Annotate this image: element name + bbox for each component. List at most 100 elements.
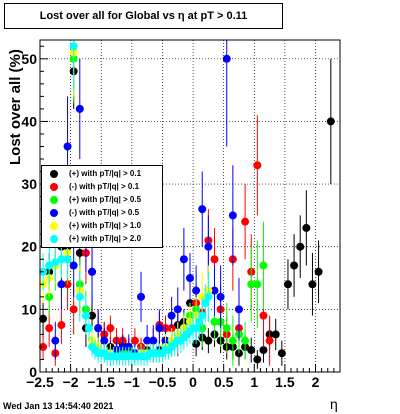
legend-marker bbox=[50, 170, 58, 178]
x-tick-label: 1 bbox=[250, 374, 258, 390]
data-point bbox=[308, 280, 317, 289]
data-point bbox=[137, 292, 146, 301]
data-point bbox=[69, 42, 78, 51]
y-tick-label: 50 bbox=[21, 51, 37, 67]
data-point bbox=[173, 305, 182, 314]
data-point bbox=[51, 258, 60, 267]
data-point bbox=[253, 161, 262, 170]
data-point bbox=[326, 117, 335, 126]
x-tick-label: −1.5 bbox=[87, 374, 115, 390]
data-point bbox=[228, 336, 237, 345]
legend-item-series-4: (-) with pT/|q| > 0.5 bbox=[42, 207, 162, 219]
data-point bbox=[210, 286, 219, 295]
data-point bbox=[143, 336, 152, 345]
x-tick-label: −2 bbox=[63, 374, 79, 390]
data-point bbox=[234, 305, 243, 314]
legend-item-series-6: (+) with pT/|q| > 2.0 bbox=[42, 233, 162, 245]
data-point bbox=[198, 311, 207, 320]
data-point bbox=[195, 317, 204, 326]
data-point bbox=[253, 280, 262, 289]
data-point bbox=[192, 286, 201, 295]
data-point bbox=[296, 242, 305, 251]
y-tick-label: 10 bbox=[21, 301, 37, 317]
legend-item-series-2: (-) with pT/|q| > 0.1 bbox=[42, 181, 162, 193]
x-tick-label: −2.5 bbox=[26, 374, 54, 390]
data-point bbox=[84, 324, 93, 333]
data-point bbox=[88, 267, 97, 276]
y-tick-label: 40 bbox=[21, 113, 37, 129]
y-tick-label: 30 bbox=[21, 176, 37, 192]
data-point bbox=[81, 311, 90, 320]
data-point bbox=[283, 280, 292, 289]
data-point bbox=[106, 324, 115, 333]
data-point bbox=[265, 336, 274, 345]
data-point bbox=[228, 211, 237, 220]
x-tick-label: 1.5 bbox=[275, 374, 295, 390]
series-6 bbox=[39, 40, 213, 366]
data-point bbox=[186, 274, 194, 283]
timestamp-footer: Wed Jan 13 14:54:40 2021 bbox=[3, 401, 114, 411]
data-point bbox=[204, 242, 213, 251]
data-point bbox=[247, 280, 256, 289]
data-point bbox=[57, 321, 66, 330]
x-tick-label: −0.5 bbox=[149, 374, 177, 390]
data-point bbox=[69, 261, 78, 270]
data-point bbox=[75, 104, 84, 113]
legend-label: (+) with pT/|q| > 1.0 bbox=[69, 221, 142, 230]
series-1 bbox=[39, 40, 335, 369]
y-tick-label: 20 bbox=[21, 239, 37, 255]
legend-item-series-5: (+) with pT/|q| > 1.0 bbox=[42, 220, 162, 232]
data-point bbox=[100, 336, 109, 345]
legend-label: (+) with pT/|q| > 0.5 bbox=[69, 195, 142, 204]
data-point bbox=[314, 267, 323, 276]
data-point bbox=[259, 311, 268, 320]
data-point bbox=[155, 324, 164, 333]
legend-marker bbox=[50, 209, 58, 217]
data-point bbox=[198, 205, 207, 214]
legend-marker bbox=[50, 196, 58, 204]
data-point bbox=[39, 314, 48, 323]
legend-label: (+) with pT/|q| > 2.0 bbox=[69, 234, 142, 243]
data-point bbox=[204, 292, 213, 301]
data-point bbox=[167, 311, 176, 320]
legend-marker bbox=[50, 235, 58, 243]
data-point bbox=[241, 336, 250, 345]
data-point bbox=[94, 324, 103, 333]
data-point bbox=[45, 324, 54, 333]
data-point bbox=[130, 336, 139, 345]
legend: (+) with pT/|q| > 0.1 (-) with pT/|q| > … bbox=[41, 165, 163, 248]
data-point bbox=[51, 336, 60, 345]
data-point bbox=[216, 292, 225, 301]
data-point bbox=[222, 324, 231, 333]
data-point bbox=[241, 217, 250, 226]
data-point bbox=[75, 292, 84, 301]
data-point bbox=[69, 305, 78, 314]
x-tick-label: 0 bbox=[189, 374, 197, 390]
data-point bbox=[179, 255, 188, 264]
legend-marker bbox=[50, 183, 58, 191]
data-point bbox=[290, 261, 299, 270]
x-axis-label: η bbox=[330, 396, 338, 412]
data-point bbox=[247, 346, 256, 355]
y-tick-label: 0 bbox=[29, 364, 37, 380]
legend-label: (-) with pT/|q| > 0.5 bbox=[69, 208, 140, 217]
data-point bbox=[201, 299, 210, 308]
legend-marker bbox=[50, 222, 58, 230]
data-point bbox=[302, 223, 311, 232]
x-tick-label: 2 bbox=[312, 374, 320, 390]
chart-title: Lost over all for Global vs η at pT > 0.… bbox=[4, 3, 283, 29]
x-tick-label: −1 bbox=[124, 374, 140, 390]
plot-frame bbox=[39, 39, 341, 373]
data-point bbox=[210, 317, 219, 326]
data-point bbox=[63, 255, 72, 264]
y-axis-label: Lost over all (%) bbox=[7, 49, 24, 165]
data-point bbox=[271, 330, 280, 339]
data-point bbox=[259, 346, 268, 355]
data-point bbox=[277, 349, 286, 358]
legend-label: (-) with pT/|q| > 0.1 bbox=[69, 182, 140, 191]
data-point bbox=[210, 255, 219, 264]
legend-label: (+) with pT/|q| > 0.1 bbox=[69, 169, 142, 178]
data-point bbox=[75, 248, 84, 257]
data-point bbox=[88, 311, 97, 320]
